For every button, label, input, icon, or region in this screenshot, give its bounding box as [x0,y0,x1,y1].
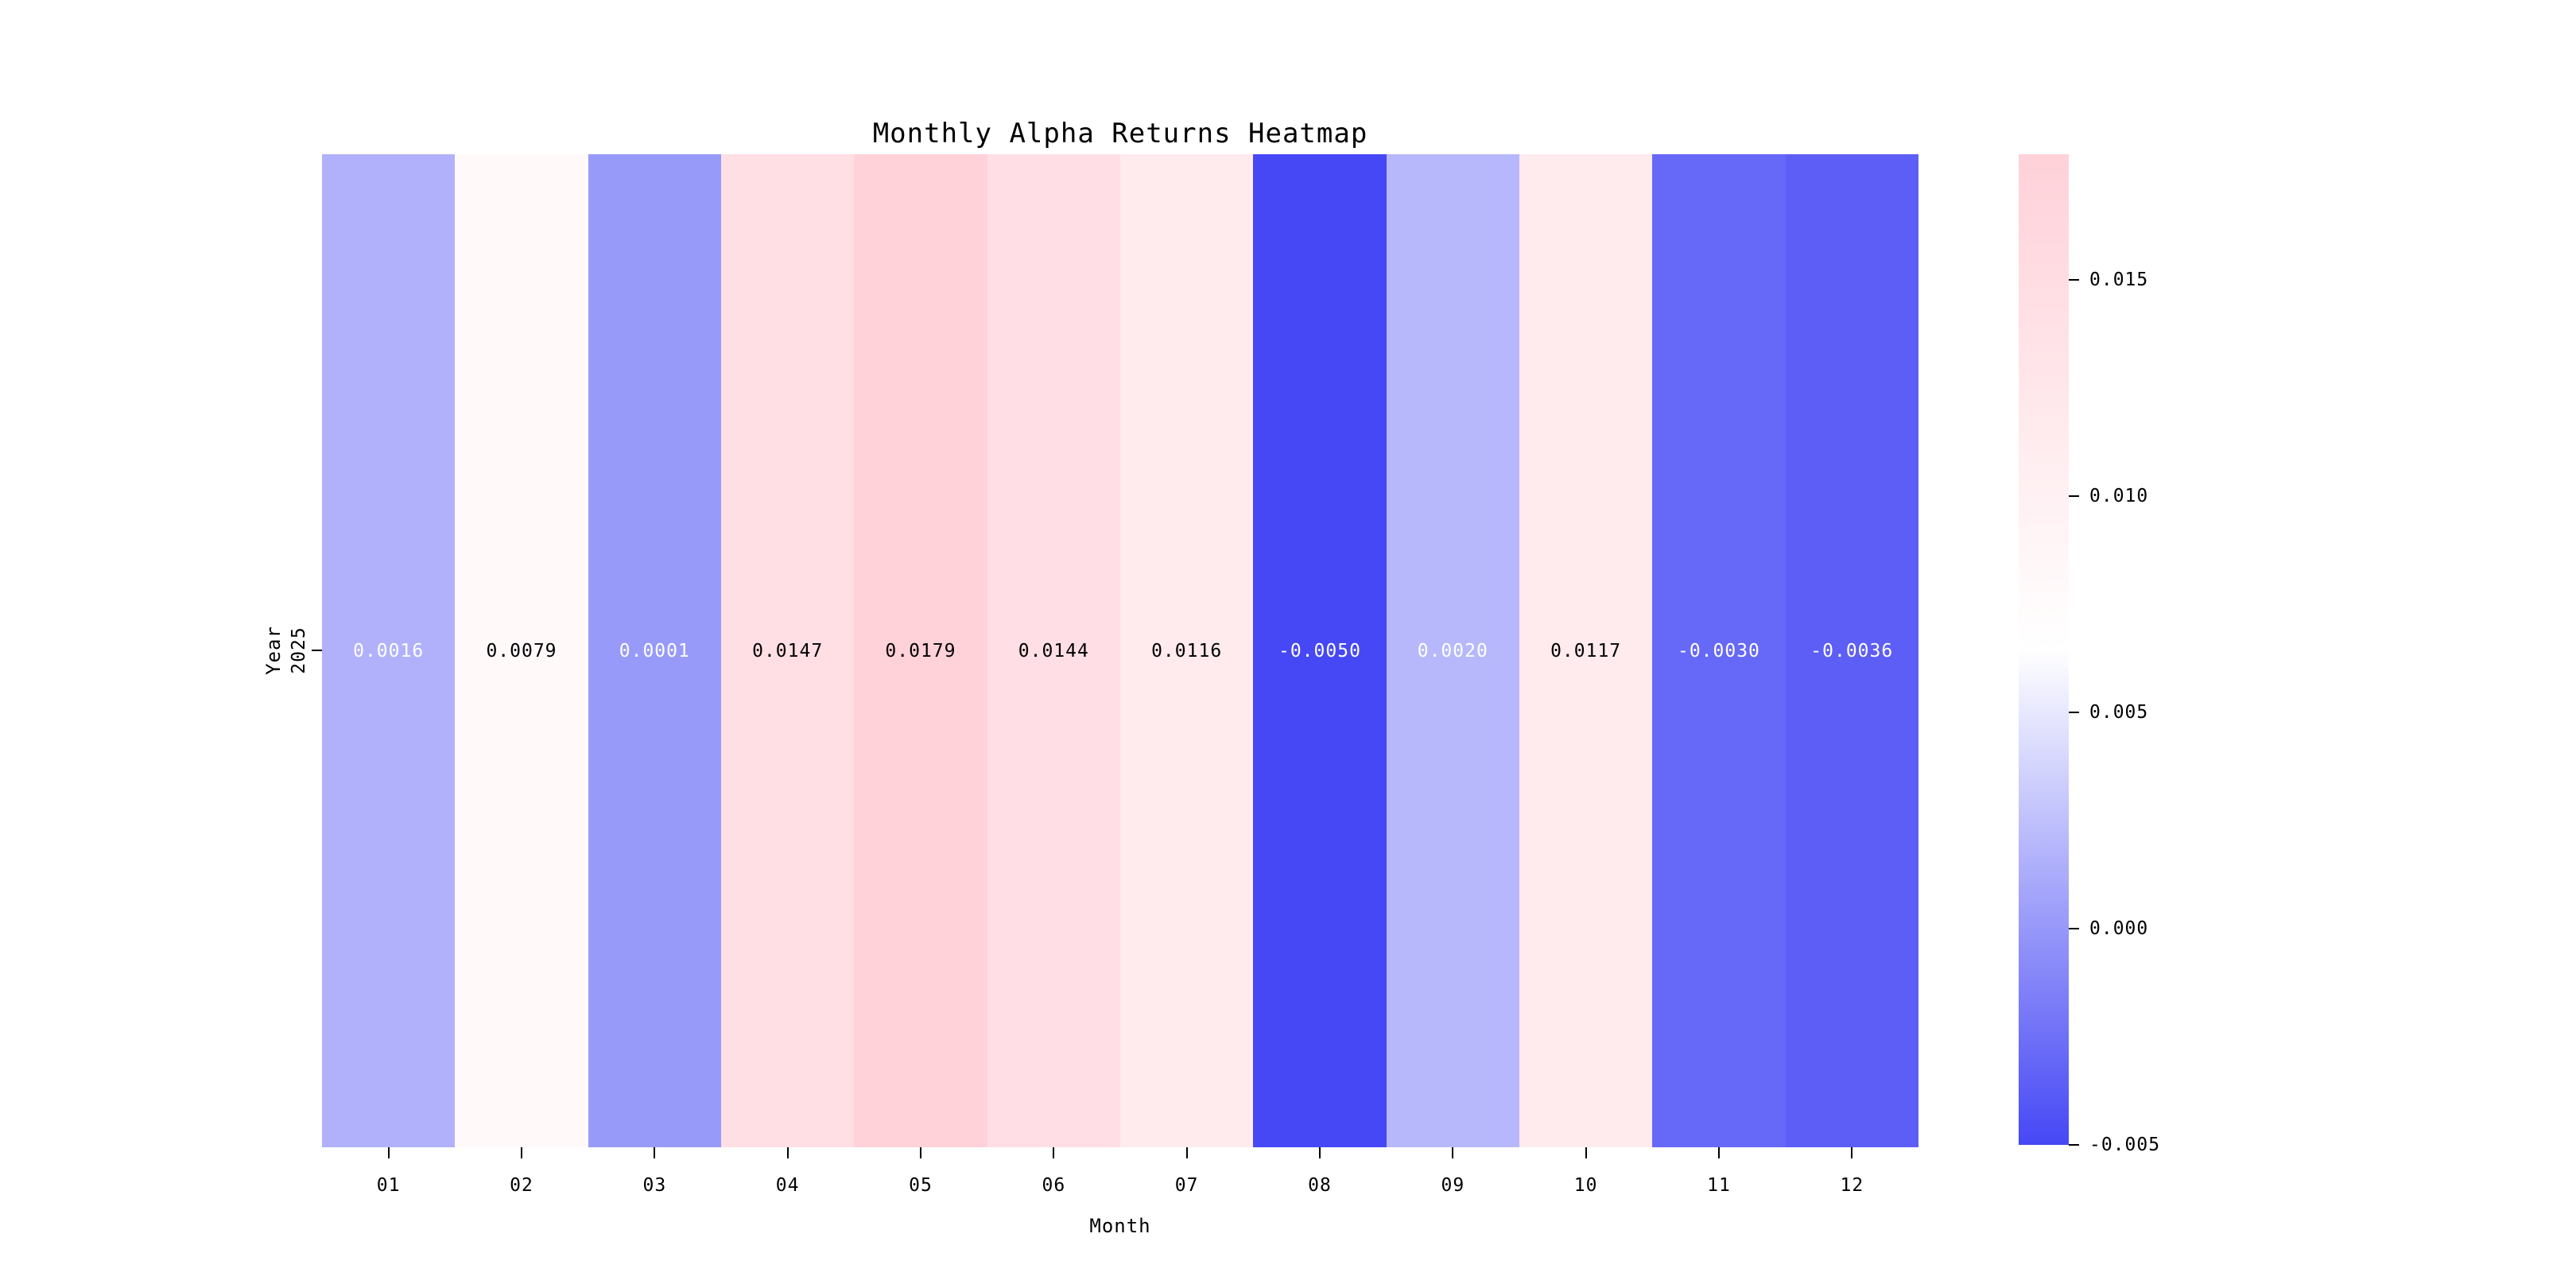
x-tick-mark [920,1147,921,1158]
y-tick-mark [312,650,322,651]
x-tick-label-11: 11 [1707,1175,1731,1196]
x-tick-mark [1585,1147,1587,1158]
x-tick-mark [654,1147,656,1158]
y-tick-label: 2025 [289,627,309,674]
cell-value: -0.0030 [1677,640,1760,661]
x-tick-mark [786,1147,789,1158]
chart-title: Monthly Alpha Returns Heatmap [872,118,1368,149]
cell-value: 0.0020 [1417,640,1488,661]
heatmap-cell-06: 0.0144 [987,154,1120,1147]
x-tick-mark [387,1147,390,1158]
x-tick-label-10: 10 [1573,1175,1598,1196]
x-tick-label-03: 03 [642,1175,667,1196]
cell-value: 0.0179 [885,640,956,661]
heatmap-cell-07: 0.0116 [1119,154,1254,1147]
x-axis-label: Month [1089,1215,1151,1237]
x-tick-label-08: 08 [1308,1175,1332,1196]
colorbar [2019,154,2069,1145]
heatmap-cell-01: 0.0016 [322,154,456,1147]
heatmap-cell-04: 0.0147 [720,154,855,1147]
x-tick-mark [1053,1147,1055,1158]
heatmap-cell-10: 0.0117 [1519,154,1653,1147]
x-tick-label-01: 01 [376,1175,401,1196]
cell-value: 0.0116 [1151,640,1223,661]
x-tick-mark [1185,1147,1188,1158]
cell-value: 0.0016 [353,640,425,661]
heatmap: 0.0016 0.0079 0.0001 0.0147 0.0179 0.0144 0.01… [322,154,1918,1147]
x-tick-label-04: 04 [775,1175,800,1196]
x-tick-label-09: 09 [1441,1175,1465,1196]
x-tick-label-06: 06 [1042,1175,1066,1196]
x-tick-mark [1718,1147,1720,1158]
colorbar-tick-label: -0.005 [2089,1135,2161,1155]
heatmap-cell-03: 0.0001 [588,154,721,1147]
x-tick-mark [1851,1147,1853,1158]
heatmap-cell-02: 0.0079 [455,154,588,1147]
colorbar-tick-mark [2069,1144,2079,1146]
heatmap-cell-05: 0.0179 [854,154,987,1147]
colorbar-tick-label: 0.000 [2089,918,2149,939]
cell-value: 0.0117 [1550,640,1622,661]
x-tick-mark [1452,1147,1454,1158]
x-tick-label-12: 12 [1840,1175,1864,1196]
colorbar-tick-mark [2069,711,2079,713]
x-tick-label-07: 07 [1174,1175,1199,1196]
x-tick-mark [1319,1147,1321,1158]
colorbar-tick-label: 0.010 [2089,485,2149,506]
heatmap-cell-09: 0.0020 [1386,154,1519,1147]
x-tick-label-02: 02 [510,1175,533,1196]
x-tick-mark [521,1147,522,1158]
cell-value: -0.0050 [1278,640,1361,661]
cell-value: 0.0079 [486,640,557,661]
x-tick-label-05: 05 [909,1175,933,1196]
colorbar-tick-mark [2069,927,2079,929]
heatmap-cell-12: -0.0036 [1785,154,1918,1147]
cell-value: -0.0036 [1810,640,1894,661]
heatmap-cell-08: -0.0050 [1253,154,1387,1147]
cell-value: 0.0144 [1018,640,1089,661]
cell-value: 0.0001 [619,640,690,661]
colorbar-tick-mark [2069,278,2079,281]
colorbar-tick-label: 0.005 [2089,701,2149,723]
colorbar-tick-mark [2069,495,2079,497]
cell-value: 0.0147 [752,640,824,661]
y-axis-label: Year [262,626,285,675]
heatmap-cell-11: -0.0030 [1652,154,1786,1147]
colorbar-tick-label: 0.015 [2089,269,2149,290]
